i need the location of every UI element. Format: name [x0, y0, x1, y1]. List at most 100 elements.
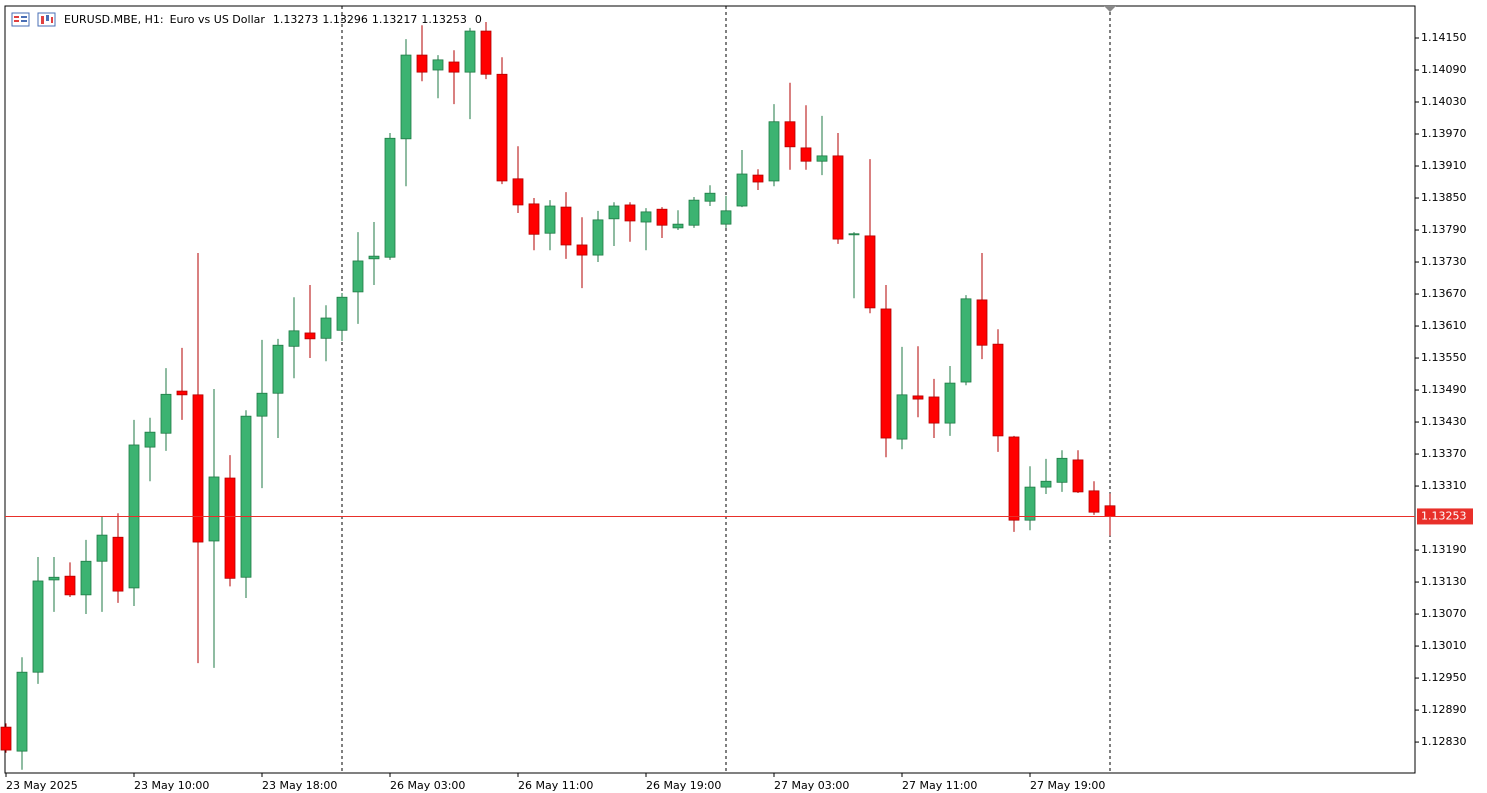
y-tick-label: 1.13910 — [1421, 159, 1467, 172]
candle-body — [624, 204, 636, 222]
description: Euro vs US Dollar — [170, 13, 266, 26]
candle-body — [928, 396, 940, 424]
icon-part — [14, 20, 19, 22]
icon — [11, 12, 30, 27]
candle-body — [768, 121, 780, 182]
y-tick-label: 1.13370 — [1421, 447, 1467, 460]
y-tick-label: 1.12890 — [1421, 703, 1467, 716]
candle-body — [864, 235, 876, 309]
y-tick-label: 1.12950 — [1421, 671, 1467, 684]
candle-body — [496, 73, 508, 182]
candle-body — [608, 205, 620, 220]
candle-body — [32, 580, 44, 673]
candle-body — [656, 208, 668, 226]
y-tick-label: 1.13010 — [1421, 639, 1467, 652]
y-tick-label: 1.13490 — [1421, 383, 1467, 396]
candle-body — [880, 308, 892, 439]
y-tick-label: 1.13610 — [1421, 319, 1467, 332]
candle-body — [976, 299, 988, 346]
y-tick-label: 1.14030 — [1421, 95, 1467, 108]
candle-body — [48, 576, 60, 581]
icon-part — [46, 15, 49, 21]
candle-body — [896, 394, 908, 440]
candle-body — [688, 199, 700, 226]
x-tick-label: 27 May 11:00 — [902, 779, 977, 792]
candle-body — [512, 178, 524, 206]
candle-body — [80, 560, 92, 596]
symbol: EURUSD.MBE, H1: — [64, 13, 164, 26]
candle-body — [640, 211, 652, 223]
candle-body — [592, 219, 604, 256]
x-tick-label: 27 May 19:00 — [1030, 779, 1105, 792]
icon-part — [14, 16, 19, 18]
y-tick-label: 1.13550 — [1421, 351, 1467, 364]
chart-header: EURUSD.MBE, H1: Euro vs US Dollar 1.13273 1… — [64, 13, 482, 26]
candle-body — [1056, 457, 1068, 483]
candle-body — [400, 54, 412, 140]
low-value: 1.13217 — [372, 13, 418, 26]
header-icons — [11, 12, 56, 27]
candle-body — [720, 210, 732, 225]
x-tick-label: 26 May 03:00 — [390, 779, 465, 792]
x-tick-label: 26 May 11:00 — [518, 779, 593, 792]
candle-body — [432, 59, 444, 71]
candle-body — [848, 233, 860, 236]
close-value: 1.13253 — [421, 13, 467, 26]
candle-body — [992, 343, 1004, 437]
y-tick-label: 1.13790 — [1421, 223, 1467, 236]
candle-body — [1024, 486, 1036, 521]
current-price-box — [1417, 508, 1473, 525]
x-tick-label: 26 May 19:00 — [646, 779, 721, 792]
candle-body — [816, 155, 828, 162]
candle-body — [1040, 480, 1052, 488]
candle-body — [1008, 436, 1020, 521]
candle-body — [464, 30, 476, 73]
candle-body — [192, 394, 204, 543]
icon-part — [41, 16, 44, 24]
candle-body — [336, 296, 348, 331]
icon-part — [21, 20, 27, 22]
y-tick-label: 1.13130 — [1421, 575, 1467, 588]
candle-body — [784, 121, 796, 148]
current-price-label: 1.13253 — [1421, 509, 1467, 522]
candle-body — [672, 223, 684, 229]
y-tick-label: 1.13970 — [1421, 127, 1467, 140]
y-tick-label: 1.12830 — [1421, 735, 1467, 748]
candle-body — [64, 575, 76, 596]
candle-body — [944, 382, 956, 424]
candle-body — [528, 203, 540, 235]
candle-body — [1072, 459, 1084, 493]
x-tick-label: 23 May 10:00 — [134, 779, 209, 792]
icon-part — [21, 16, 27, 18]
candle-body — [16, 671, 28, 752]
header-value: 0 — [475, 13, 482, 26]
candle-body — [0, 726, 12, 751]
candle-body — [208, 476, 220, 542]
high-value: 1.13296 — [322, 13, 368, 26]
candle-body — [960, 298, 972, 383]
candle-body — [384, 137, 396, 258]
y-tick-label: 1.14090 — [1421, 63, 1467, 76]
x-tick-label: 27 May 03:00 — [774, 779, 849, 792]
candle-body — [448, 61, 460, 73]
candle-body — [96, 534, 108, 562]
y-tick-label: 1.13430 — [1421, 415, 1467, 428]
candle-body — [544, 205, 556, 234]
candle-body — [240, 415, 252, 578]
y-tick-label: 1.13670 — [1421, 287, 1467, 300]
candle-body — [736, 173, 748, 207]
x-tick-label: 23 May 2025 — [6, 779, 78, 792]
candle-body — [160, 393, 172, 434]
icon-part — [51, 17, 53, 23]
candle-body — [752, 174, 764, 183]
candle-body — [224, 477, 236, 579]
y-tick-label: 1.13190 — [1421, 543, 1467, 556]
candle-body — [416, 54, 428, 73]
y-tick-label: 1.13310 — [1421, 479, 1467, 492]
candle-body — [368, 255, 380, 260]
candle-body — [480, 30, 492, 75]
candles — [0, 22, 1116, 770]
